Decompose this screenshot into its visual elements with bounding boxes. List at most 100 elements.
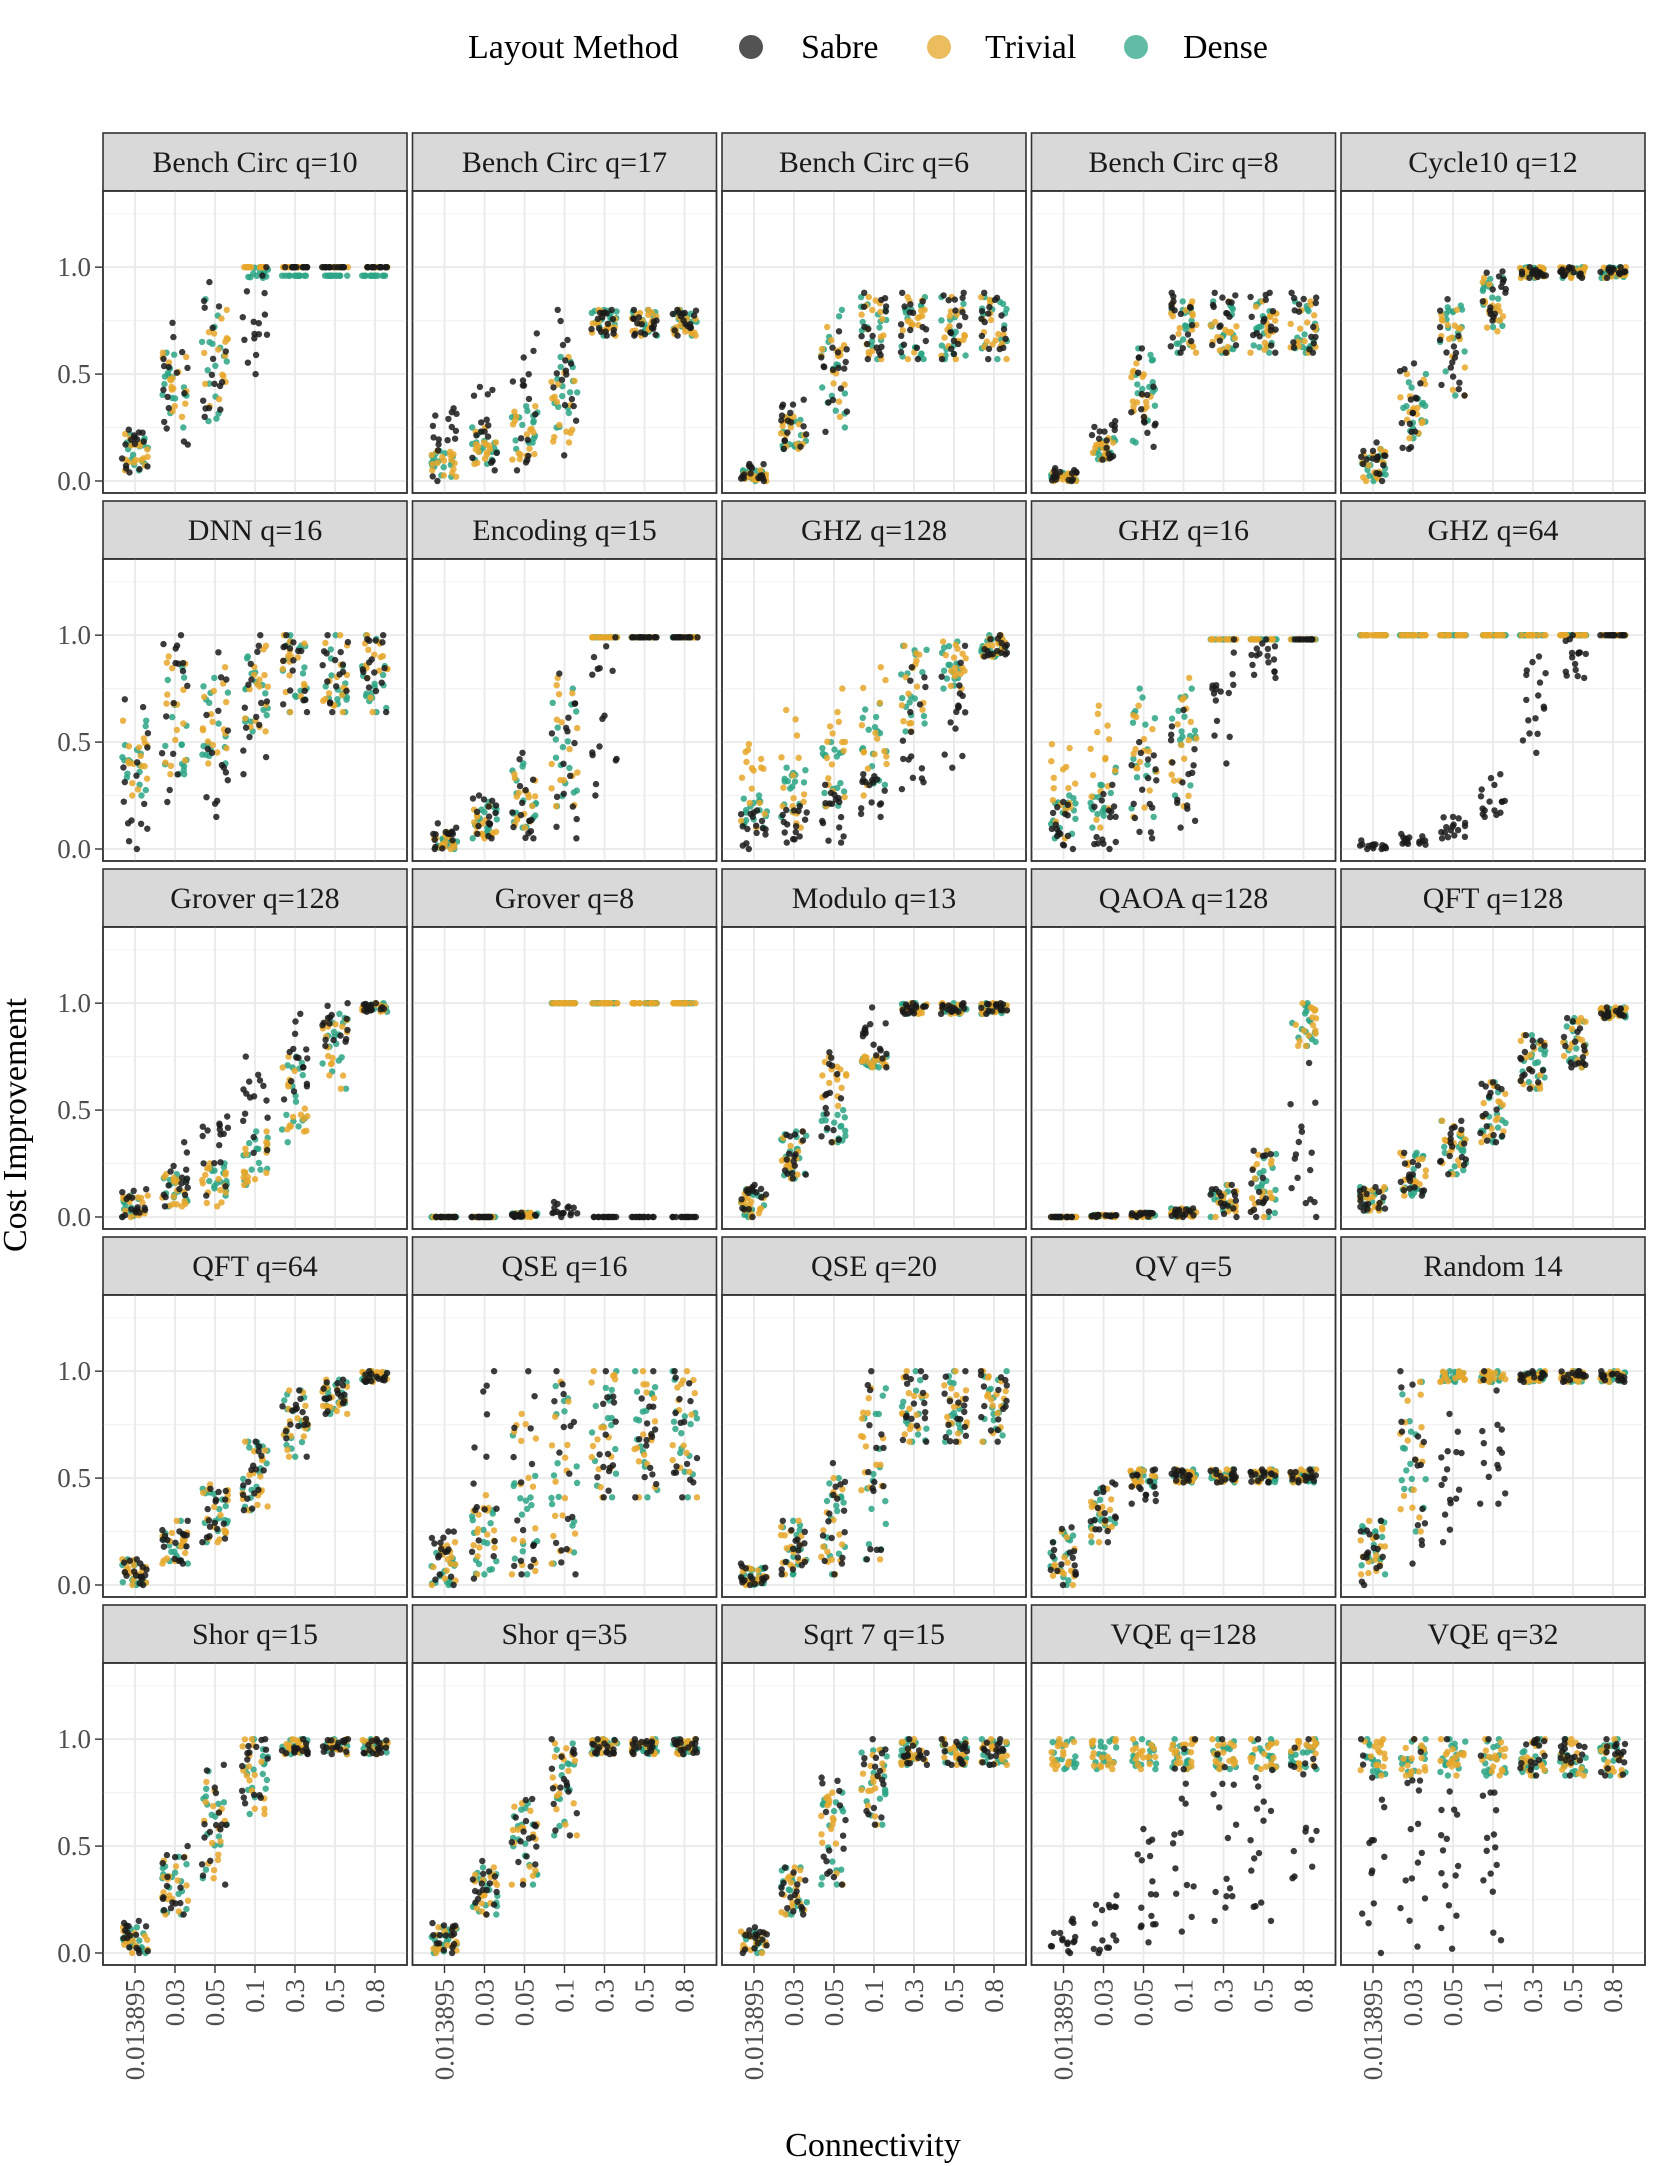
point-dense [512,437,519,444]
point-sabre [367,1002,375,1010]
point-sabre [950,350,958,358]
point-dense [1256,344,1263,351]
point-trivial [143,775,151,782]
point-trivial [1260,1213,1268,1221]
point-sabre [371,264,378,271]
point-sabre [737,811,745,818]
point-dense [1461,348,1468,355]
point-sabre [246,733,253,741]
point-sabre [372,637,379,644]
point-dense [552,754,560,761]
point-sabre [1382,845,1390,852]
point-sabre [200,297,208,305]
point-trivial [913,683,921,690]
point-sabre [470,392,478,399]
point-sabre [179,667,187,675]
point-sabre [945,297,952,304]
point-trivial [1302,1042,1310,1050]
point-trivial [913,650,920,657]
point-sabre [567,1212,574,1219]
point-sabre [525,395,533,403]
point-sabre [250,1149,257,1157]
point-dense [530,418,537,425]
point-sabre [630,306,638,314]
point-sabre [1105,807,1113,814]
point-sabre [240,747,247,754]
point-sabre [432,412,439,419]
point-sabre [1191,746,1198,753]
point-trivial [337,1085,345,1092]
point-trivial [899,327,906,334]
point-sabre [1491,310,1499,318]
point-sabre [293,1054,300,1061]
point-sabre [255,642,262,649]
point-sabre [1136,738,1143,746]
point-sabre [240,771,247,778]
point-trivial [877,664,884,671]
point-sabre [910,1010,918,1017]
point-trivial [745,741,753,748]
point-dense [881,781,889,788]
facet-panel: GHZ q=64 [1340,500,1646,862]
point-sabre [1088,431,1096,439]
point-sabre [118,455,126,462]
point-sabre [122,441,129,448]
point-trivial [135,744,143,751]
point-sabre [1139,786,1146,793]
point-trivial [377,653,384,661]
point-sabre [953,708,960,716]
point-sabre [1218,1192,1225,1200]
point-trivial [297,1111,305,1118]
point-sabre [1374,453,1381,460]
point-trivial [144,1192,151,1199]
point-trivial [215,1175,222,1183]
point-sabre [674,332,681,339]
point-sabre [1271,668,1278,675]
point-sabre [957,659,964,666]
point-sabre [259,272,266,279]
point-dense [1150,813,1157,821]
point-dense [247,274,254,281]
point-sabre [948,345,955,352]
point-sabre [1436,323,1444,331]
point-sabre [987,636,994,643]
point-sabre [1376,470,1383,478]
point-sabre [1305,1059,1313,1067]
point-dense [1487,275,1494,283]
point-trivial [1141,804,1148,811]
point-sabre [1302,1199,1310,1207]
point-trivial [756,1205,764,1213]
point-trivial [221,664,229,671]
point-trivial [840,747,847,754]
point-dense [246,1139,253,1147]
point-trivial [1581,632,1589,639]
point-sabre [263,264,270,271]
point-trivial [904,355,912,363]
point-sabre [303,1046,310,1053]
point-sabre [1262,296,1270,303]
point-sabre [261,289,268,297]
point-sabre [1255,1188,1263,1196]
point-sabre [955,702,962,709]
point-trivial [589,320,596,327]
point-sabre [1228,1181,1236,1189]
point-sabre [900,755,907,763]
point-sabre [978,1004,985,1012]
point-sabre [1106,1212,1113,1220]
point-dense [821,789,828,797]
point-sabre [255,1071,262,1079]
point-trivial [201,349,208,357]
point-sabre [1378,477,1386,485]
point-sabre [261,311,269,318]
point-trivial [1193,735,1200,742]
point-sabre [919,323,926,331]
point-sabre [739,823,746,830]
point-sabre [1479,298,1487,305]
point-sabre [1312,333,1319,341]
point-sabre [120,764,127,771]
point-trivial [553,716,561,723]
point-sabre [243,288,251,295]
point-sabre [1128,409,1135,416]
point-sabre [562,724,570,732]
